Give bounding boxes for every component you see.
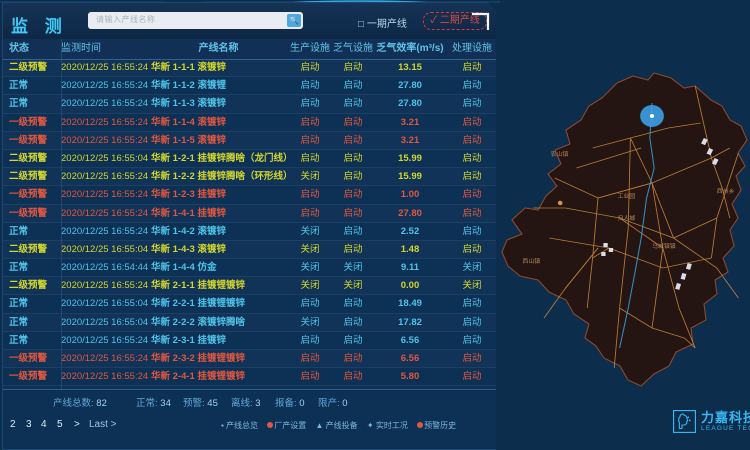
svg-text:马城镇镇: 马城镇镇 — [652, 242, 676, 250]
svg-text:工业园: 工业园 — [617, 192, 635, 200]
svg-text:西山镇: 西山镇 — [522, 257, 540, 265]
svg-text:归人城: 归人城 — [617, 214, 635, 222]
svg-text:西州乡: 西州乡 — [717, 188, 735, 195]
svg-text:农山镇: 农山镇 — [550, 150, 568, 158]
